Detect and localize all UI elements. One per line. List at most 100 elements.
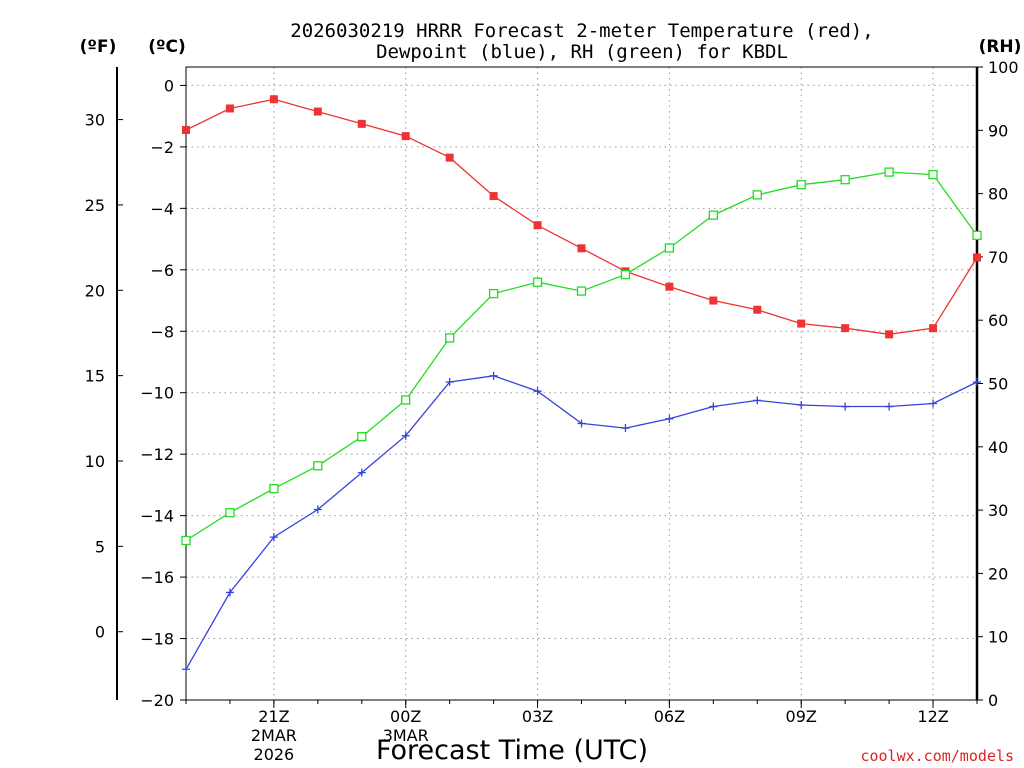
celsius-tick-label: −12 xyxy=(140,445,174,464)
fahrenheit-tick-label: 15 xyxy=(85,367,105,386)
2-meter-temperature-point xyxy=(973,253,981,262)
rh-point xyxy=(401,395,411,405)
dewpoint-point xyxy=(841,402,850,411)
rh-point xyxy=(225,507,235,518)
rh-point xyxy=(752,190,762,200)
chart-title-line2: Dewpoint (blue), RH (green) for KBDL xyxy=(376,41,788,63)
rh-axis-label: (RH) xyxy=(979,37,1022,57)
2-meter-temperature-point xyxy=(665,282,674,291)
rh-tick-label: 80 xyxy=(988,185,1008,204)
rh-point xyxy=(796,180,806,190)
2-meter-temperature-point xyxy=(533,221,542,230)
2-meter-temperature-point xyxy=(445,153,454,162)
x-tick-label: 21Z xyxy=(258,707,289,726)
2-meter-temperature-point xyxy=(357,119,366,128)
celsius-tick-label: −10 xyxy=(140,384,174,403)
rh-point xyxy=(884,167,894,177)
fahrenheit-tick-label: 25 xyxy=(85,196,105,215)
dewpoint-point xyxy=(885,402,894,411)
fahrenheit-tick-label: 30 xyxy=(85,111,105,130)
2-meter-temperature-point xyxy=(401,132,410,141)
rh-tick-label: 50 xyxy=(988,375,1008,394)
grid-lines xyxy=(186,67,977,700)
celsius-tick-label: −16 xyxy=(140,568,174,587)
credit-text: coolwx.com/models xyxy=(860,747,1014,765)
fahrenheit-tick-label: 5 xyxy=(95,537,105,556)
2-meter-temperature-line xyxy=(185,98,978,335)
celsius-tick-label: −14 xyxy=(140,507,174,526)
dewpoint-point xyxy=(973,377,981,386)
x-tick-label: 00Z xyxy=(390,707,421,726)
dewpoint-point xyxy=(753,396,762,405)
dewpoint-point xyxy=(709,402,718,411)
rh-tick-label: 0 xyxy=(988,691,998,710)
x-tick-date-label: 3MAR xyxy=(383,726,429,745)
rh-point xyxy=(181,535,191,546)
axes: −20−18−16−14−12−10−8−6−4−200510152025300… xyxy=(85,58,1019,764)
rh-tick-label: 90 xyxy=(988,121,1008,140)
2-meter-temperature-point xyxy=(797,319,806,328)
2-meter-temperature-point xyxy=(489,192,498,201)
2-meter-temperature-point xyxy=(753,305,762,314)
rh-tick-label: 60 xyxy=(988,311,1008,330)
rh-point xyxy=(532,277,543,287)
x-tick-label: 06Z xyxy=(654,707,685,726)
rh-tick-label: 20 xyxy=(988,564,1008,583)
rh-point xyxy=(576,286,587,296)
fahrenheit-axis-label: (ºF) xyxy=(80,37,117,57)
celsius-tick-label: 0 xyxy=(164,76,174,95)
rh-tick-label: 70 xyxy=(988,248,1008,267)
rh-point xyxy=(840,175,850,185)
x-tick-label: 09Z xyxy=(786,707,817,726)
dewpoint-point xyxy=(401,431,410,440)
rh-point xyxy=(620,269,631,280)
data-series xyxy=(181,95,982,674)
rh-point xyxy=(708,210,718,220)
2-meter-temperature-point xyxy=(709,296,718,305)
fahrenheit-tick-label: 0 xyxy=(95,623,105,642)
dewpoint-point xyxy=(577,419,586,428)
celsius-tick-label: −6 xyxy=(150,261,174,280)
dewpoint-point xyxy=(621,424,630,433)
x-tick-label: 12Z xyxy=(917,707,948,726)
rh-line xyxy=(185,171,978,542)
dewpoint-point xyxy=(929,399,938,408)
dewpoint-point xyxy=(225,588,234,597)
dewpoint-point xyxy=(665,414,674,423)
celsius-tick-label: −2 xyxy=(150,138,174,157)
celsius-tick-label: −20 xyxy=(140,691,174,710)
2-meter-temperature-point xyxy=(841,324,850,333)
rh-point xyxy=(357,432,367,442)
rh-tick-label: 10 xyxy=(988,628,1008,647)
2-meter-temperature-point xyxy=(885,330,894,339)
fahrenheit-tick-label: 20 xyxy=(85,281,105,300)
fahrenheit-tick-label: 10 xyxy=(85,452,105,471)
2-meter-temperature-point xyxy=(225,104,234,113)
celsius-axis-label: (ºC) xyxy=(148,37,186,57)
chart-title-line1: 2026030219 HRRR Forecast 2-meter Tempera… xyxy=(290,20,873,42)
dewpoint-point xyxy=(313,505,322,514)
x-axis-label: Forecast Time (UTC) xyxy=(376,735,648,766)
x-tick-date-label: 2MAR xyxy=(251,726,297,745)
2-meter-temperature-point xyxy=(313,107,322,116)
celsius-tick-label: −8 xyxy=(150,322,174,341)
dewpoint-point xyxy=(797,401,806,410)
dewpoint-point xyxy=(269,533,278,542)
2-meter-temperature-point xyxy=(929,324,938,333)
dewpoint-point xyxy=(445,377,454,386)
dewpoint-point xyxy=(533,387,542,396)
rh-point xyxy=(664,243,675,253)
rh-point xyxy=(269,483,279,494)
celsius-tick-label: −4 xyxy=(150,199,174,218)
rh-point xyxy=(445,333,455,343)
rh-tick-label: 100 xyxy=(988,58,1019,77)
x-tick-year-label: 2026 xyxy=(254,745,295,764)
2-meter-temperature-point xyxy=(577,244,586,253)
dewpoint-point xyxy=(489,371,498,380)
2-meter-temperature-point xyxy=(182,125,190,134)
2-meter-temperature-point xyxy=(269,95,278,104)
dewpoint-point xyxy=(357,468,366,477)
dewpoint-point xyxy=(182,665,190,674)
rh-tick-label: 40 xyxy=(988,438,1008,457)
rh-point xyxy=(313,461,323,471)
